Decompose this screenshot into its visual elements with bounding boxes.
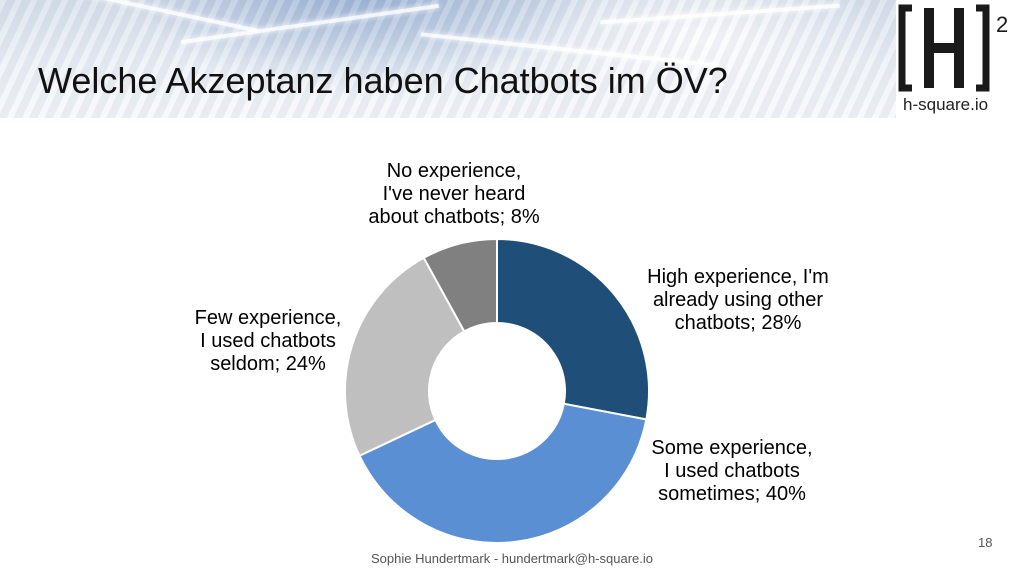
slice-no-experience xyxy=(422,237,498,333)
header-banner-photo xyxy=(0,0,1024,118)
footer-author: Sophie Hundertmark - hundertmark@h-squar… xyxy=(371,551,653,566)
data-label-no-experience: No experience, I've never heard about chat… xyxy=(368,160,539,228)
page-number: 18 xyxy=(978,535,993,550)
slide-title: Welche Akzeptanz haben Chatbots im ÖV? xyxy=(38,60,728,101)
data-label-few-experience: Few experience, I used chatbots seldom; 24… xyxy=(195,307,342,375)
data-label-some-experience: Some experience, I used chatbots sometimes… xyxy=(651,437,812,505)
h-square-logo-icon: 2 xyxy=(898,4,1008,92)
slice-some-experience xyxy=(358,402,648,544)
logo-text: h-square.io xyxy=(903,95,989,114)
logo-superscript: 2 xyxy=(996,12,1008,37)
data-label-high-experience: High experience, I'm already using other c… xyxy=(647,266,829,334)
slice-few-experience xyxy=(344,256,466,458)
slice-high-experience xyxy=(496,237,650,421)
